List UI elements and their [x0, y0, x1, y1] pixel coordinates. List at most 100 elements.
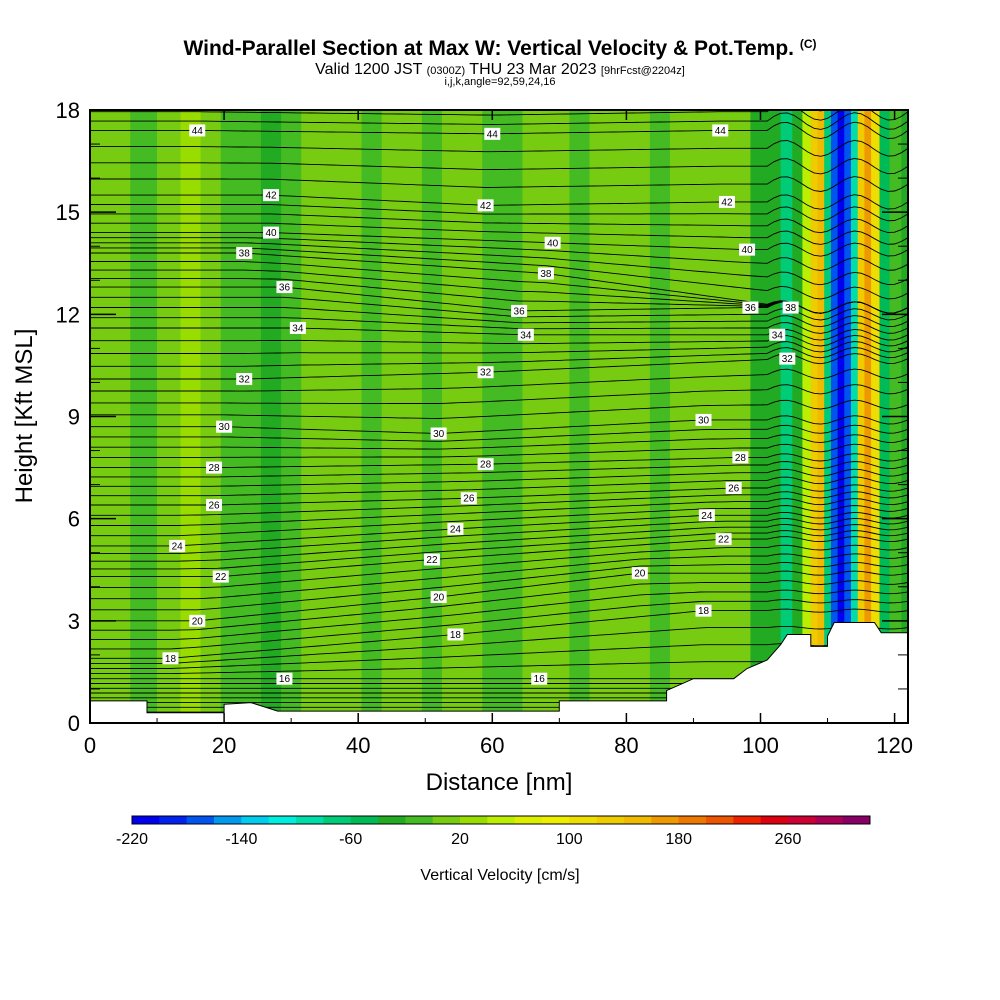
isentrope-label-text: 44	[715, 126, 727, 137]
velocity-band	[361, 110, 383, 723]
isentrope-line	[90, 561, 908, 611]
isentrope-label: 40	[739, 243, 756, 256]
velocity-band	[810, 110, 819, 723]
velocity-band	[130, 110, 158, 723]
x-tick-label: 100	[742, 733, 779, 758]
colorbar-swatch	[842, 816, 871, 824]
isentrope-label: 32	[236, 373, 253, 386]
velocity-band	[730, 110, 752, 723]
isentrope-line	[90, 476, 908, 497]
isentrope-line	[90, 524, 908, 562]
colorbar-swatch	[214, 816, 242, 824]
velocity-band	[792, 110, 803, 723]
x-tick-label: 60	[480, 733, 504, 758]
isentrope-label: 20	[631, 567, 648, 580]
colorbar-tick-label: -60	[339, 831, 362, 848]
isentrope-label-text: 28	[735, 453, 747, 464]
velocity-band	[589, 110, 611, 723]
colorbar-swatch	[706, 816, 734, 824]
chart-title: Wind-Parallel Section at Max W: Vertical…	[0, 37, 1000, 61]
isentrope-label: 28	[206, 461, 223, 474]
x-tick-label: 120	[876, 733, 913, 758]
colorbar-swatch	[569, 816, 598, 824]
isentrope-line	[90, 347, 908, 367]
isentrope-label: 30	[216, 420, 233, 433]
colorbar-swatch	[815, 816, 844, 824]
colorbar-swatch	[651, 816, 680, 824]
isentrope-label-text: 16	[534, 674, 546, 685]
isentrope-line	[90, 424, 908, 442]
velocity-band	[401, 110, 423, 723]
isentrope-line	[90, 112, 908, 130]
isentrope-line	[90, 511, 908, 547]
isentrope-label: 34	[289, 321, 306, 334]
velocity-band	[200, 110, 222, 723]
isentrope-line	[90, 570, 908, 622]
isentrope-line	[90, 296, 908, 321]
velocity-band	[669, 110, 691, 723]
isentrope-label: 42	[263, 189, 280, 202]
isentrope-line	[90, 468, 908, 487]
title-mark: (C)	[799, 37, 817, 51]
y-tick-label: 9	[68, 405, 80, 430]
colorbar-swatch	[596, 816, 625, 824]
colorbar-swatch	[268, 816, 297, 824]
colorbar-swatch	[296, 816, 324, 824]
isentrope-label-text: 26	[208, 501, 220, 512]
velocity-band	[462, 110, 483, 723]
isentrope-line	[90, 498, 908, 526]
isentrope-label-text: 40	[547, 238, 559, 249]
isentrope-label-text: 44	[192, 126, 204, 137]
isentrope-line	[90, 589, 908, 641]
isentrope-label-text: 30	[698, 415, 710, 426]
forecast-info: [9hrFcst@2204z]	[600, 65, 685, 77]
velocity-field	[90, 110, 908, 723]
isentrope-label: 30	[695, 413, 712, 426]
colorbar-swatch	[514, 816, 543, 824]
isentrope-label-text: 20	[433, 592, 445, 603]
colorbar-label: Vertical Velocity [cm/s]	[420, 867, 579, 884]
isentrope-label: 32	[779, 352, 796, 365]
isentrope-label-text: 24	[450, 524, 462, 535]
velocity-band	[802, 110, 812, 723]
isentrope-line	[90, 261, 908, 314]
isentrope-line	[90, 110, 908, 121]
velocity-band	[817, 110, 825, 723]
isentrope-line	[90, 599, 908, 650]
isentrope-label-text: 38	[239, 249, 251, 260]
isentrope-line	[813, 110, 897, 112]
isentrope-label: 30	[430, 427, 447, 440]
isentrope-label-text: 28	[208, 463, 220, 474]
isentrope-line	[90, 505, 908, 537]
colorbar-tick-label: 260	[775, 831, 802, 848]
terrain	[90, 622, 908, 723]
isentrope-label-text: 42	[265, 191, 277, 202]
isentrope-label: 28	[477, 458, 494, 471]
colorbar-swatch	[624, 816, 652, 824]
valid-utc: (0300Z)	[426, 65, 466, 77]
isentrope-line	[90, 232, 908, 257]
colorbar-swatch	[460, 816, 488, 824]
colorbar-swatch	[378, 816, 406, 824]
colorbar: -220 -140 -60 20 100 180 260	[116, 815, 871, 848]
velocity-band	[240, 110, 262, 723]
velocity-band	[710, 110, 731, 723]
velocity-band	[421, 110, 443, 723]
y-tick-label: 18	[56, 98, 80, 123]
isentrope-label-text: 34	[520, 330, 532, 341]
isentrope-line	[90, 269, 908, 314]
x-tick-label: 40	[346, 733, 370, 758]
y-tick-label: 15	[56, 200, 80, 225]
isentrope-line	[90, 443, 908, 458]
isentrope-line	[90, 317, 908, 334]
isentrope-label: 44	[712, 124, 729, 137]
colorbar-tick-label: -220	[116, 831, 148, 848]
isentrope-label: 16	[276, 672, 293, 685]
isentrope-line	[90, 237, 908, 271]
isentrope-label: 18	[162, 652, 179, 665]
isentrope-label: 20	[430, 590, 447, 603]
isentrope-label: 38	[537, 267, 554, 280]
isentrope-label: 18	[447, 628, 464, 641]
isentrope-line	[90, 194, 908, 210]
isentrope-line	[90, 484, 908, 506]
